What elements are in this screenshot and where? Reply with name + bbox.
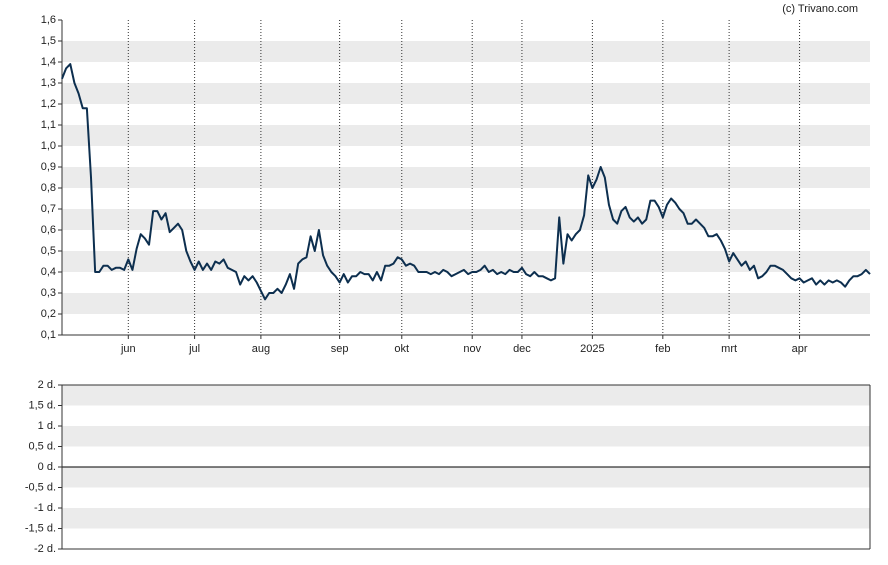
y-tick-label: 0,5 bbox=[41, 245, 56, 257]
y-tick-label: 0,2 bbox=[41, 308, 56, 320]
x-tick-label: okt bbox=[394, 343, 409, 355]
y-tick-label: 1,4 bbox=[41, 56, 56, 68]
y-tick-label: 0,9 bbox=[41, 161, 56, 173]
x-tick-label: feb bbox=[655, 343, 670, 355]
y-tick-label: 1,2 bbox=[41, 98, 56, 110]
price-line bbox=[61, 63, 871, 301]
stripe bbox=[62, 83, 870, 104]
stripe bbox=[62, 385, 870, 406]
y-tick-label: 1,0 bbox=[41, 140, 56, 152]
x-tick-label: mrt bbox=[721, 343, 737, 355]
y-tick-label: 0,4 bbox=[41, 266, 56, 278]
x-tick-label: aug bbox=[252, 343, 270, 355]
y-tick-label: -2 d. bbox=[34, 543, 56, 555]
x-tick-label: apr bbox=[792, 343, 808, 355]
y-tick-label: 1,1 bbox=[41, 119, 56, 131]
y-tick-label: 1,3 bbox=[41, 77, 56, 89]
stripe bbox=[62, 125, 870, 146]
stripe bbox=[62, 167, 870, 188]
y-tick-label: -1,5 d. bbox=[25, 522, 56, 534]
stripe bbox=[62, 41, 870, 62]
y-tick-label: 1,5 d. bbox=[28, 399, 56, 411]
y-tick-label: -0,5 d. bbox=[25, 481, 56, 493]
x-tick-label: dec bbox=[513, 343, 531, 355]
source: (c) Trivano.com bbox=[782, 3, 858, 15]
y-tick-label: 0,1 bbox=[41, 329, 56, 341]
y-tick-label: -1 d. bbox=[34, 502, 56, 514]
stripe bbox=[62, 293, 870, 314]
x-tick-label: 2025 bbox=[580, 343, 604, 355]
stripe bbox=[62, 251, 870, 272]
y-tick-label: 1 d. bbox=[38, 420, 56, 432]
stripe bbox=[62, 209, 870, 230]
x-tick-label: sep bbox=[331, 343, 349, 355]
stripe bbox=[62, 426, 870, 447]
x-tick-label: jul bbox=[188, 343, 200, 355]
y-tick-label: 1,5 bbox=[41, 35, 56, 47]
y-tick-label: 0,6 bbox=[41, 224, 56, 236]
y-tick-label: 0,8 bbox=[41, 182, 56, 194]
y-tick-label: 0 d. bbox=[38, 461, 56, 473]
y-tick-label: 2 d. bbox=[38, 379, 56, 391]
x-tick-label: jun bbox=[120, 343, 136, 355]
y-tick-label: 0,3 bbox=[41, 287, 56, 299]
y-tick-label: 1,6 bbox=[41, 14, 56, 26]
stripe bbox=[62, 467, 870, 488]
y-tick-label: 0,7 bbox=[41, 203, 56, 215]
stripe bbox=[62, 508, 870, 529]
y-tick-label: 0,5 d. bbox=[28, 440, 56, 452]
x-tick-label: nov bbox=[463, 343, 481, 355]
